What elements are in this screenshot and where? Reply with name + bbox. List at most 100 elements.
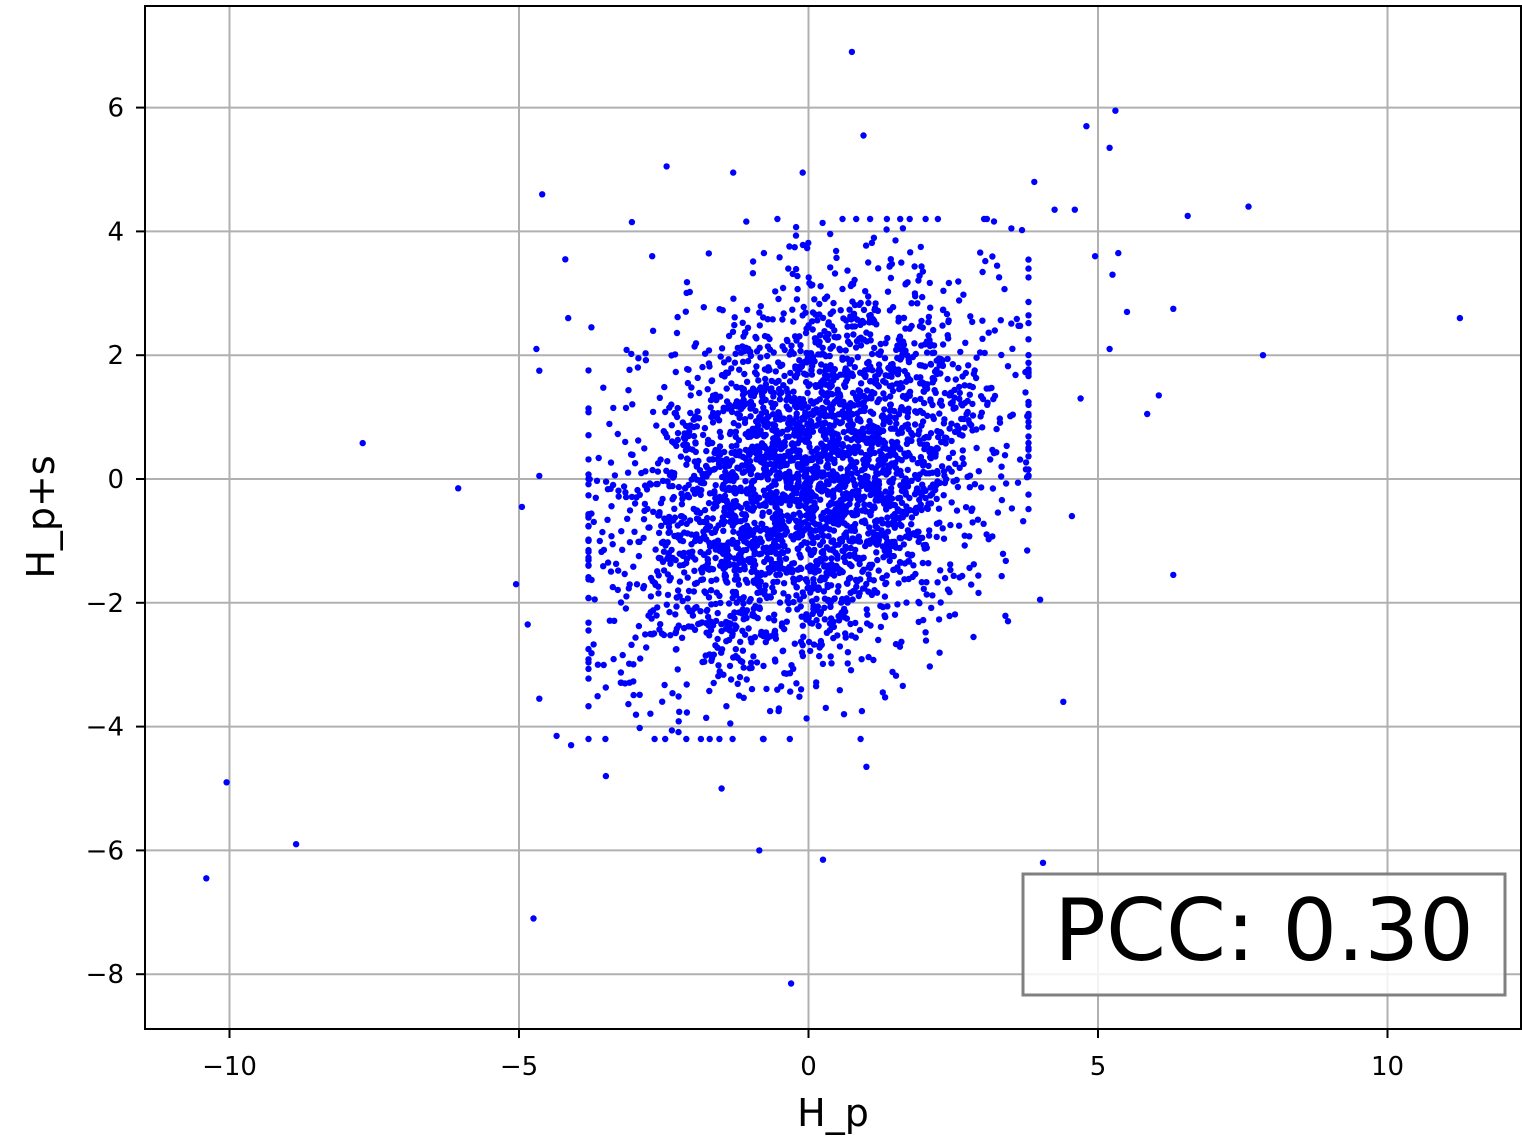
scatter-point: [799, 241, 807, 249]
scatter-point: [892, 237, 899, 244]
scatter-point: [799, 483, 806, 491]
scatter-point: [631, 500, 639, 507]
scatter-point: [818, 409, 825, 417]
scatter-point: [756, 551, 763, 558]
scatter-point: [830, 299, 837, 307]
scatter-point: [692, 440, 699, 447]
scatter-point: [637, 655, 644, 662]
scatter-point: [718, 627, 725, 635]
scatter-point: [831, 412, 838, 420]
scatter-point: [925, 560, 932, 567]
scatter-point: [907, 532, 914, 539]
scatter-point: [921, 363, 929, 370]
scatter-point: [722, 573, 730, 580]
scatter-point: [903, 440, 911, 447]
scatter-point: [969, 412, 977, 419]
scatter-point: [704, 514, 711, 522]
scatter-point: [858, 656, 865, 663]
scatter-point: [788, 348, 795, 355]
scatter-point: [803, 616, 810, 623]
scatter-point: [622, 605, 630, 612]
scatter-point: [755, 377, 762, 384]
scatter-point: [812, 383, 820, 390]
scatter-point: [604, 559, 612, 566]
scatter-point: [809, 362, 816, 370]
scatter-point: [971, 481, 979, 488]
scatter-point: [741, 563, 748, 570]
scatter-point: [917, 453, 925, 461]
scatter-point: [733, 544, 740, 551]
scatter-point: [939, 322, 946, 329]
scatter-point: [626, 507, 634, 514]
scatter-point: [857, 342, 865, 349]
scatter-point: [752, 538, 759, 545]
scatter-point: [719, 307, 726, 314]
scatter-point: [923, 579, 930, 586]
scatter-point: [871, 306, 878, 314]
scatter-point: [816, 300, 823, 308]
scatter-point: [918, 317, 925, 325]
scatter-point: [950, 572, 957, 579]
scatter-point: [677, 453, 685, 460]
scatter-point: [649, 631, 656, 638]
scatter-point: [763, 526, 771, 534]
scatter-point: [809, 326, 816, 333]
scatter-point: [698, 569, 706, 576]
scatter-point: [1001, 452, 1009, 459]
scatter-point: [816, 396, 823, 403]
scatter-point: [784, 477, 792, 484]
scatter-point: [949, 361, 956, 368]
scatter-point: [818, 488, 825, 495]
scatter-point: [944, 375, 951, 383]
scatter-point: [964, 408, 971, 416]
scatter-point: [909, 456, 916, 463]
scatter-point: [820, 445, 827, 452]
scatter-point: [833, 254, 840, 261]
scatter-point: [828, 365, 835, 372]
scatter-point: [935, 616, 943, 623]
scatter-point: [819, 660, 827, 668]
scatter-point: [794, 440, 802, 447]
scatter-point: [935, 505, 943, 512]
scatter-point: [805, 638, 813, 646]
x-tick-label: −5: [500, 1052, 538, 1082]
scatter-point: [890, 552, 897, 560]
scatter-point: [670, 439, 678, 447]
scatter-point: [902, 281, 909, 288]
scatter-point: [760, 249, 768, 257]
scatter-point: [737, 638, 744, 645]
scatter-point: [853, 583, 860, 590]
scatter-point: [822, 435, 829, 443]
scatter-point: [929, 490, 936, 497]
scatter-point: [716, 493, 723, 501]
scatter-point: [701, 532, 708, 540]
scatter-point: [835, 333, 842, 341]
scatter-point: [917, 440, 924, 447]
scatter-point: [919, 293, 926, 301]
scatter-point: [675, 718, 682, 725]
scatter-point: [874, 556, 881, 564]
scatter-point: [793, 592, 800, 599]
scatter-point: [1025, 491, 1032, 498]
scatter-point: [993, 425, 1000, 433]
scatter-point: [1091, 253, 1099, 260]
scatter-point: [757, 578, 764, 585]
scatter-point: [1245, 203, 1252, 210]
scatter-point: [704, 386, 711, 393]
scatter-point: [846, 552, 853, 559]
scatter-point: [1008, 320, 1015, 327]
scatter-point: [866, 524, 873, 531]
scatter-point: [797, 686, 805, 693]
scatter-point: [870, 489, 878, 496]
y-tick-label: −6: [86, 836, 124, 866]
scatter-point: [585, 554, 592, 561]
scatter-point: [608, 533, 615, 540]
scatter-point: [822, 704, 829, 712]
scatter-point: [804, 404, 812, 411]
scatter-point: [1068, 512, 1076, 520]
scatter-point: [887, 256, 894, 263]
scatter-point: [676, 708, 683, 715]
scatter-point: [685, 432, 692, 440]
scatter-point: [826, 526, 833, 533]
